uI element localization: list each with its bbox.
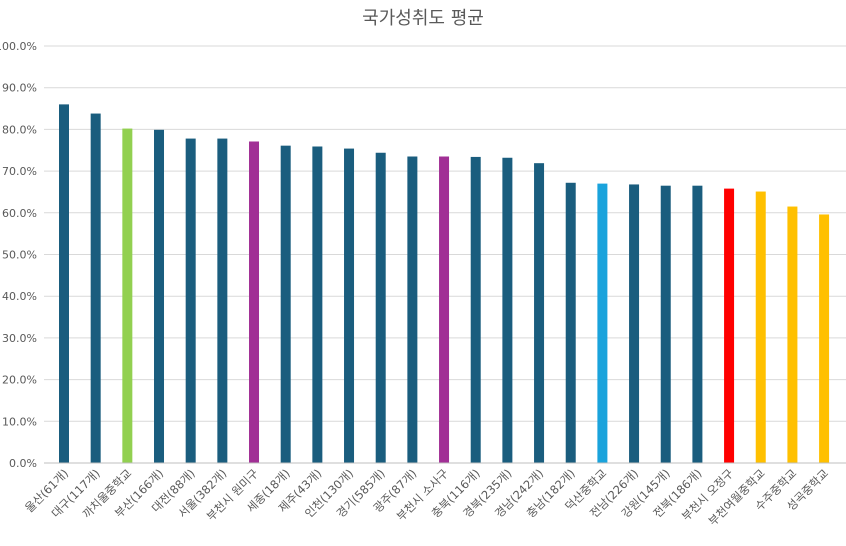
- bar: [280, 145, 291, 463]
- bar: [154, 129, 165, 463]
- chart-title: 국가성취도 평균: [362, 8, 484, 29]
- bar: [534, 163, 545, 463]
- bar: [59, 104, 69, 463]
- bars: [59, 104, 830, 464]
- y-tick-label: 60.0%: [2, 207, 37, 220]
- bar: [755, 191, 766, 463]
- y-tick-label: 40.0%: [2, 290, 37, 303]
- bar: [502, 157, 513, 464]
- y-tick-label: 0.0%: [9, 457, 37, 470]
- bar: [249, 141, 260, 464]
- bar: [90, 113, 101, 463]
- bar: [217, 138, 228, 463]
- bar: [470, 156, 481, 463]
- y-tick-label: 90.0%: [2, 82, 37, 95]
- y-tick-label: 70.0%: [2, 165, 37, 178]
- bar: [819, 214, 830, 463]
- bar: [692, 185, 703, 463]
- bar: [407, 156, 418, 463]
- bar: [597, 183, 608, 464]
- y-tick-label: 50.0%: [2, 249, 37, 262]
- bar: [787, 206, 798, 464]
- bar: [629, 184, 640, 463]
- bar: [724, 188, 735, 463]
- bar: [122, 128, 133, 464]
- y-tick-label: 30.0%: [2, 332, 37, 345]
- category-labels: 울산(61개)대구(117개)까치울중학교부산(166개)대전(88개)서울(3…: [22, 466, 831, 528]
- bar: [565, 182, 576, 463]
- bar: [660, 185, 671, 463]
- y-axis-tick-labels: 0.0% 10.0% 20.0% 30.0% 40.0% 50.0% 60.0% 70.0% 8…: [0, 40, 37, 470]
- y-tick-label: 80.0%: [2, 123, 37, 136]
- bar: [439, 156, 450, 463]
- y-tick-label: 100.0%: [0, 40, 37, 53]
- y-tick-label: 20.0%: [2, 374, 37, 387]
- bar: [344, 148, 355, 463]
- y-tick-label: 10.0%: [2, 415, 37, 428]
- bar: [312, 146, 323, 463]
- bar: [375, 152, 386, 463]
- bar: [185, 138, 196, 463]
